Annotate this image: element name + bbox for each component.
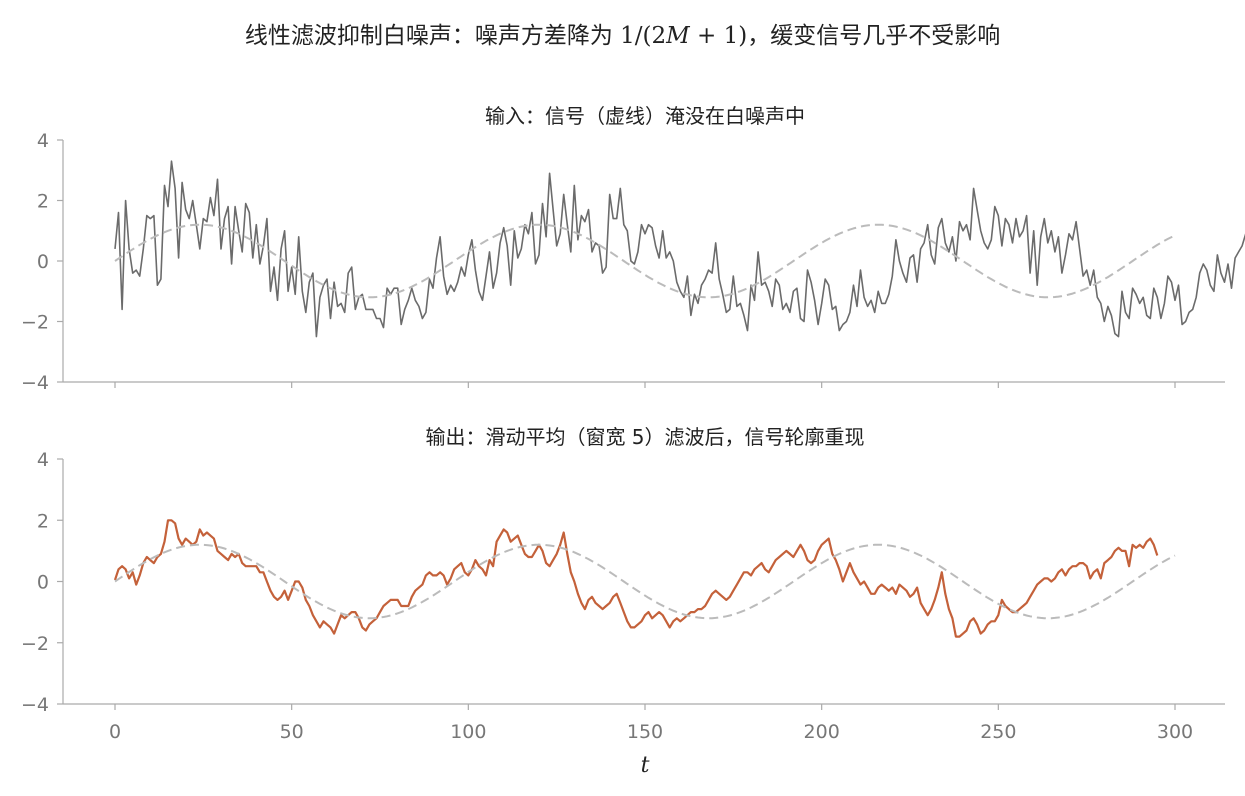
panel-title: 输出：滑动平均（窗宽 5）滤波后，信号轮廓重现	[425, 425, 864, 449]
x-tick-label: 200	[804, 721, 840, 743]
series-signal-dashed	[114, 223, 1176, 299]
y-tick-label: −4	[21, 694, 49, 716]
panel-input: 输入：信号（虚线）淹没在白噪声中 −4 −2 0 2 4	[21, 104, 1245, 394]
y-tick-label: −2	[21, 633, 49, 655]
x-axis-label: t	[641, 753, 650, 778]
x-tick-label: 100	[450, 721, 486, 743]
panel-output: 输出：滑动平均（窗宽 5）滤波后，信号轮廓重现 −4 −2 0 2 4 0 50 100 150 2…	[21, 425, 1225, 778]
x-tick-label: 0	[109, 721, 121, 743]
series-filtered-output	[113, 519, 1159, 638]
y-tick-label: 0	[37, 251, 49, 273]
y-tick-label: −2	[21, 312, 49, 334]
x-tick-label: 150	[627, 721, 663, 743]
x-tick-label: 250	[980, 721, 1016, 743]
y-tick-label: 2	[37, 510, 49, 532]
figure-title-text: 线性滤波抑制白噪声：噪声方差降为	[244, 23, 621, 49]
y-tick-label: 4	[37, 130, 49, 152]
figure-title: 线性滤波抑制白噪声：噪声方差降为 1/(2M + 1)，缓变信号几乎不受影响	[0, 16, 1245, 50]
y-tick-label: −4	[21, 372, 49, 394]
series-noisy-input	[114, 160, 1245, 338]
y-tick-label: 4	[37, 449, 49, 471]
panel-title: 输入：信号（虚线）淹没在白噪声中	[485, 104, 805, 128]
y-tick-label: 0	[37, 572, 49, 594]
figure-title-tail: ，缓变信号几乎不受影响	[747, 23, 1001, 49]
y-tick-label: 2	[37, 191, 49, 213]
x-tick-label: 300	[1157, 721, 1193, 743]
x-tick-label: 50	[280, 721, 304, 743]
figure-title-formula: 1/(2M + 1)	[620, 23, 748, 49]
series-signal-dashed	[114, 543, 1176, 620]
